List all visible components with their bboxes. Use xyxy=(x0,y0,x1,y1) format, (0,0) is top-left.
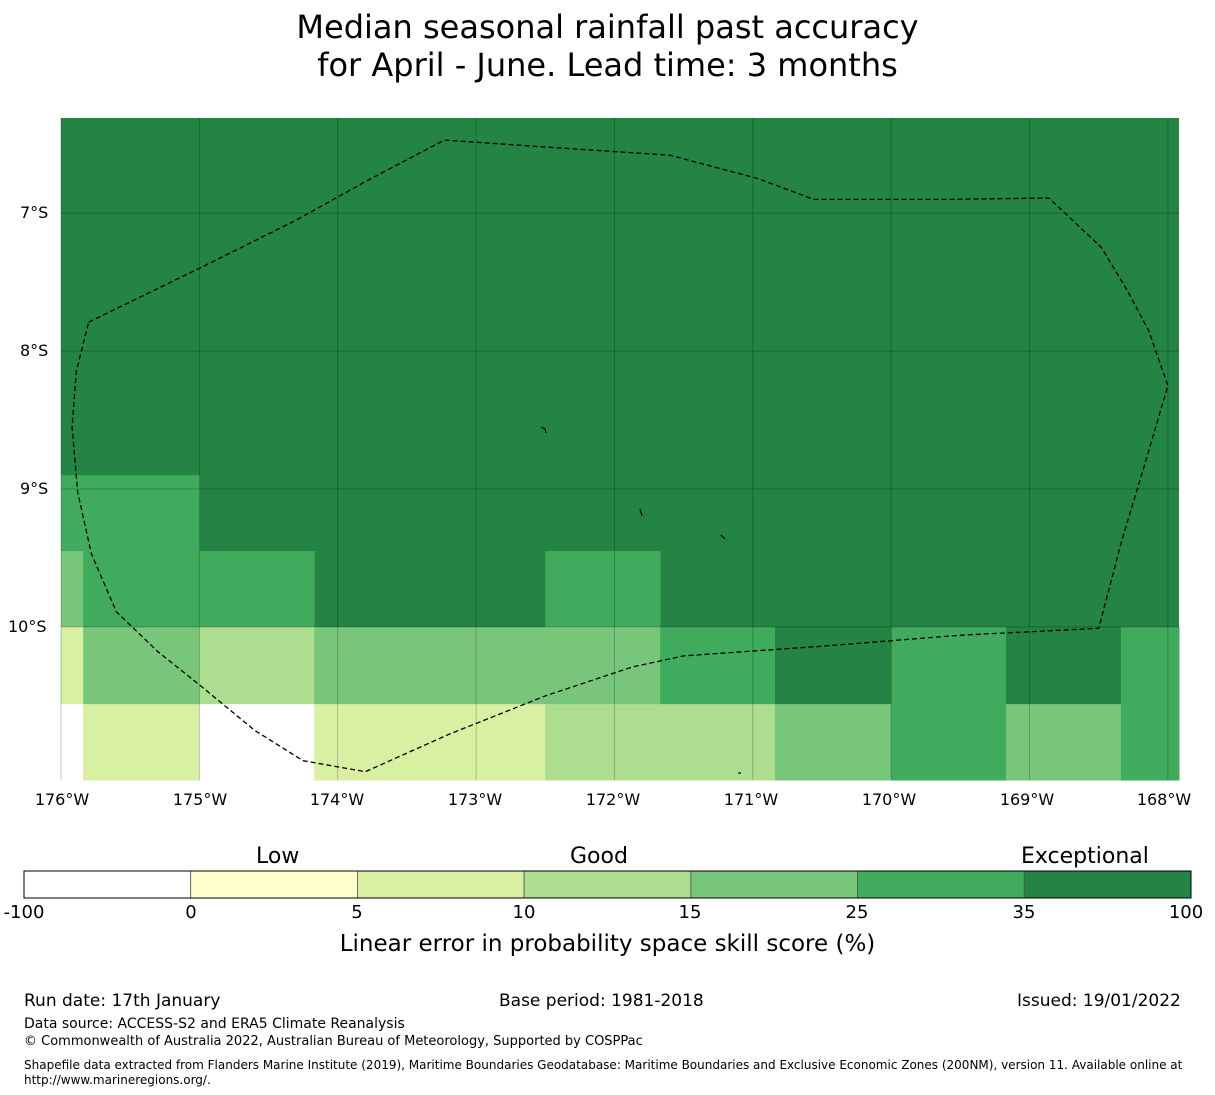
lat-label-9s: 9°S xyxy=(20,479,49,498)
lon-label-176w: 176°W xyxy=(34,790,90,809)
skill-cell xyxy=(545,551,661,628)
copyright: © Commonwealth of Australia 2022, Austra… xyxy=(24,1034,643,1049)
legend-colorbar xyxy=(23,870,1192,899)
legend-frame xyxy=(23,870,1192,899)
islands xyxy=(540,426,741,774)
map-cells xyxy=(61,118,1180,781)
shapefile-credit-line1: Shapefile data extracted from Flanders M… xyxy=(24,1058,1183,1072)
lon-label-174w: 174°W xyxy=(309,790,365,809)
lat-label-8s: 8°S xyxy=(20,341,49,360)
skill-cell xyxy=(774,626,892,705)
data-source: Data source: ACCESS-S2 and ERA5 Climate … xyxy=(24,1016,405,1032)
lon-label-175w: 175°W xyxy=(172,790,228,809)
lon-label-172w: 172°W xyxy=(585,790,641,809)
skill-cell xyxy=(199,704,315,781)
legend-axis-title: Linear error in probability space skill … xyxy=(339,931,876,957)
legend-swatch xyxy=(1023,870,1192,899)
skill-cell xyxy=(660,626,776,705)
skill-cell xyxy=(545,704,776,781)
skill-cell xyxy=(891,704,1007,781)
legend-label-low: Low xyxy=(256,844,300,869)
skill-cell xyxy=(1006,626,1122,705)
skill-cell xyxy=(891,626,1007,705)
legend-swatch xyxy=(23,870,192,899)
lon-label-168w: 168°W xyxy=(1136,790,1192,809)
eez-boundary-line xyxy=(71,139,1169,773)
skill-cell xyxy=(1120,704,1180,781)
skill-cell xyxy=(83,704,200,781)
legend-swatch xyxy=(690,870,858,899)
skill-cell xyxy=(83,626,200,705)
run-date: Run date: 17th January xyxy=(24,991,221,1011)
skill-cell xyxy=(774,704,892,781)
legend-tick: 0 xyxy=(185,902,197,923)
skill-cell xyxy=(61,475,200,552)
legend-swatch xyxy=(523,870,692,899)
chart-title-line2: for April - June. Lead time: 3 months xyxy=(317,46,898,84)
skill-cell xyxy=(199,551,315,628)
legend-label-exceptional: Exceptional xyxy=(1021,844,1149,869)
lon-label-169w: 169°W xyxy=(999,790,1055,809)
legend-label-good: Good xyxy=(570,844,628,869)
legend-swatch xyxy=(357,870,525,899)
legend-swatch xyxy=(857,870,1025,899)
legend-tick: -100 xyxy=(3,902,45,923)
lon-label-171w: 171°W xyxy=(723,790,779,809)
lat-label-7s: 7°S xyxy=(20,203,49,222)
legend-tick: 35 xyxy=(1012,902,1036,923)
island xyxy=(639,508,643,517)
legend-swatch xyxy=(190,870,358,899)
skill-cell xyxy=(83,551,200,628)
legend-tick: 10 xyxy=(512,902,536,923)
lon-label-170w: 170°W xyxy=(861,790,917,809)
skill-cell xyxy=(61,551,84,628)
map-gridlines xyxy=(60,118,1179,780)
skill-cell xyxy=(61,626,84,705)
island xyxy=(540,426,547,434)
skill-cell xyxy=(61,704,84,781)
legend-tick: 5 xyxy=(351,902,363,923)
lon-label-173w: 173°W xyxy=(447,790,503,809)
shapefile-credit-line2: http://www.marineregions.org/. xyxy=(24,1073,211,1087)
skill-cell xyxy=(199,626,315,705)
chart-title-line1: Median seasonal rainfall past accuracy xyxy=(296,8,919,46)
issued-date: Issued: 19/01/2022 xyxy=(1017,991,1181,1011)
legend-tick: 100 xyxy=(1168,902,1204,923)
skill-cell xyxy=(314,704,546,781)
legend-tick: 15 xyxy=(678,902,702,923)
base-period: Base period: 1981-2018 xyxy=(499,991,704,1011)
skill-cell xyxy=(1120,626,1180,705)
skill-cell xyxy=(1006,704,1122,781)
island xyxy=(720,534,726,540)
legend-tick: 25 xyxy=(845,902,869,923)
chart-title: Median seasonal rainfall past accuracy f… xyxy=(0,8,1215,84)
lat-label-10s: 10°S xyxy=(8,617,47,636)
skill-cell xyxy=(314,626,661,705)
